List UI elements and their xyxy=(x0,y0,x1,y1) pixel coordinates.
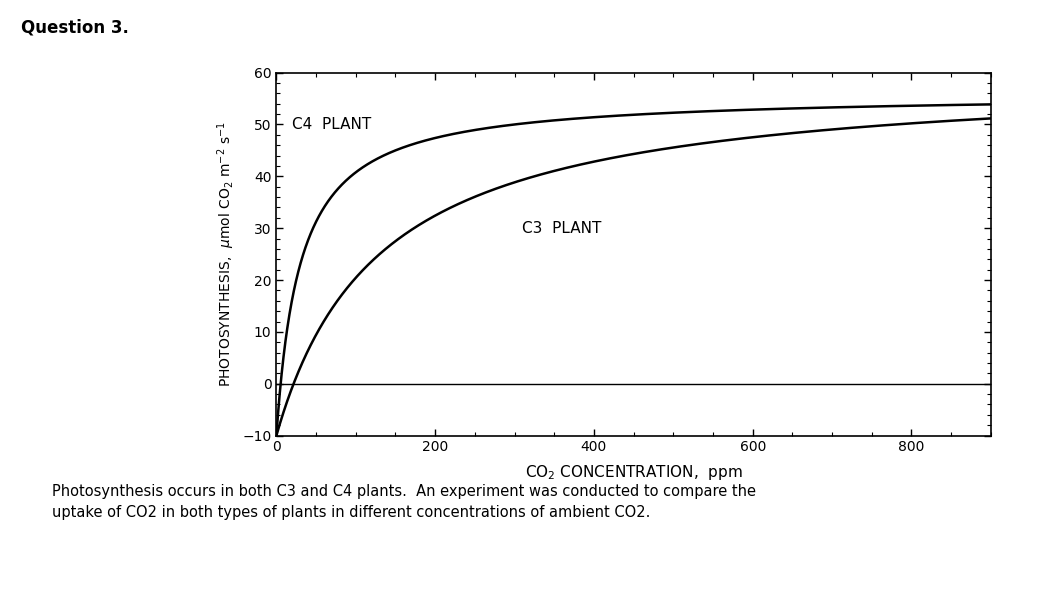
X-axis label: CO$_2$ CONCENTRATION,  ppm: CO$_2$ CONCENTRATION, ppm xyxy=(525,463,743,482)
Text: Photosynthesis occurs in both C3 and C4 plants.  An experiment was conducted to : Photosynthesis occurs in both C3 and C4 … xyxy=(52,484,756,520)
Text: Question 3.: Question 3. xyxy=(21,18,128,36)
Y-axis label: PHOTOSYNTHESIS,  $\mu$mol CO$_2$ m$^{-2}$ s$^{-1}$: PHOTOSYNTHESIS, $\mu$mol CO$_2$ m$^{-2}$… xyxy=(215,121,237,387)
Text: C3  PLANT: C3 PLANT xyxy=(523,221,602,236)
Text: C4  PLANT: C4 PLANT xyxy=(292,117,371,132)
